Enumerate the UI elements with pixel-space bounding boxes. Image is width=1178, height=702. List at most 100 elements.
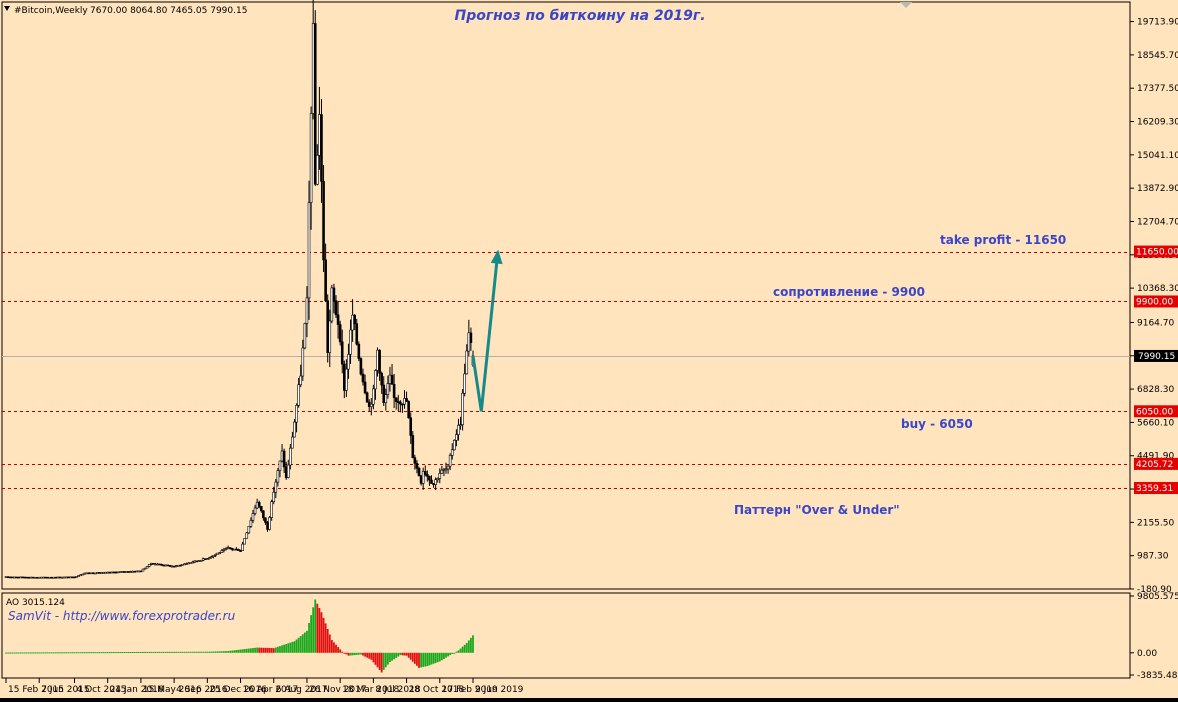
ohlc-readout: 7670.00 8064.80 7465.05 7990.15 xyxy=(90,6,247,16)
ao-bar xyxy=(322,617,325,653)
ao-bar xyxy=(144,651,146,653)
candle-body xyxy=(338,324,342,343)
ao-bar xyxy=(152,651,155,653)
candle-body xyxy=(46,576,49,579)
ao-bar xyxy=(160,651,163,653)
candle-body xyxy=(278,460,282,471)
candle-body xyxy=(241,543,244,551)
ao-bar xyxy=(187,651,190,653)
ao-bar xyxy=(289,642,292,653)
ao-bar xyxy=(36,652,39,654)
ao-bar xyxy=(434,652,437,664)
ao-bar xyxy=(96,652,99,654)
ao-bar xyxy=(119,652,122,654)
time-tick-label: 26 Nov 2017 xyxy=(309,685,367,695)
ao-bar xyxy=(113,652,115,654)
ao-bar xyxy=(430,652,433,665)
ao-bar xyxy=(42,652,45,654)
price-tick-label: 4491.90 xyxy=(1137,452,1174,462)
ao-bar xyxy=(245,648,248,653)
candle-body xyxy=(411,435,415,459)
ao-bar xyxy=(11,652,14,654)
candle-body xyxy=(158,563,161,566)
level-badge-label: 3359.31 xyxy=(1136,484,1173,494)
candle-body xyxy=(54,576,58,579)
ao-bar xyxy=(142,651,144,653)
candle-body xyxy=(116,571,120,574)
candle-body xyxy=(104,571,107,574)
candle-body xyxy=(457,424,460,435)
ao-bar xyxy=(324,623,327,653)
ao-bar xyxy=(418,652,420,668)
ao-bar xyxy=(250,648,252,653)
candle-body xyxy=(322,181,325,261)
ao-bar xyxy=(372,652,375,663)
candle-body xyxy=(160,564,163,566)
candle-body xyxy=(10,576,14,579)
ao-bar xyxy=(23,652,26,654)
candle-body xyxy=(309,113,313,203)
candle-body xyxy=(216,552,220,555)
candle-body xyxy=(405,398,408,402)
annotation-pattern: Паттерн "Over & Under" xyxy=(734,503,900,517)
candle-body xyxy=(189,562,193,564)
candle-body xyxy=(75,576,78,578)
candle-body xyxy=(183,563,186,566)
candle-body xyxy=(347,354,350,370)
candle-body xyxy=(156,563,159,566)
candle-body xyxy=(96,572,99,574)
candle-body xyxy=(382,384,386,403)
ao-tick-label: -3835.489 xyxy=(1137,671,1178,681)
ao-bar xyxy=(30,652,32,654)
ao-bar xyxy=(445,652,447,658)
ao-layer xyxy=(5,599,474,673)
candle-body xyxy=(118,571,122,574)
price-tick-label: 2155.50 xyxy=(1137,518,1174,528)
level-badge xyxy=(1134,482,1178,495)
ao-bar xyxy=(426,652,429,667)
candle-body xyxy=(69,576,72,579)
ao-bar xyxy=(276,646,279,653)
candle-body xyxy=(330,287,334,322)
ao-bar xyxy=(299,635,302,653)
scroll-shift-marker-icon[interactable] xyxy=(900,2,912,8)
ao-bar xyxy=(220,651,223,653)
ao-bar xyxy=(191,651,194,653)
ao-bar xyxy=(297,637,300,653)
candle-body xyxy=(386,383,390,395)
ao-bar xyxy=(106,652,109,654)
candle-body xyxy=(129,571,132,573)
time-tick-label: 16 Apr 2017 xyxy=(243,685,299,695)
ao-bar xyxy=(345,652,348,655)
ao-bar xyxy=(137,651,140,653)
candle-body xyxy=(172,565,176,568)
candle-body xyxy=(218,552,222,554)
level-badge xyxy=(1134,295,1178,308)
ao-bar xyxy=(449,652,452,656)
ao-bar xyxy=(102,652,105,654)
candle-body xyxy=(143,567,147,570)
ao-bar xyxy=(303,632,306,653)
candle-body xyxy=(340,341,344,365)
ao-bar xyxy=(470,637,472,653)
ao-bar xyxy=(301,634,304,653)
candle-body xyxy=(23,576,26,579)
price-tick-label: 16209.30 xyxy=(1137,118,1178,128)
ao-bar xyxy=(293,641,296,653)
ao-bar xyxy=(252,648,254,653)
candle-body xyxy=(166,564,170,567)
ao-bar xyxy=(453,652,456,654)
ao-bar xyxy=(291,641,294,653)
ao-bar xyxy=(169,651,171,653)
candle-body xyxy=(168,565,172,567)
ao-bar xyxy=(196,651,198,653)
ao-bar xyxy=(123,652,126,654)
candle-body xyxy=(98,572,101,574)
candle-body xyxy=(423,471,427,475)
ao-bar xyxy=(360,652,362,655)
ao-bar xyxy=(351,652,354,656)
time-tick-label: 6 Aug 2017 xyxy=(276,685,328,695)
candle-body xyxy=(224,548,228,550)
ao-bar xyxy=(140,651,142,653)
candle-body xyxy=(4,576,8,579)
